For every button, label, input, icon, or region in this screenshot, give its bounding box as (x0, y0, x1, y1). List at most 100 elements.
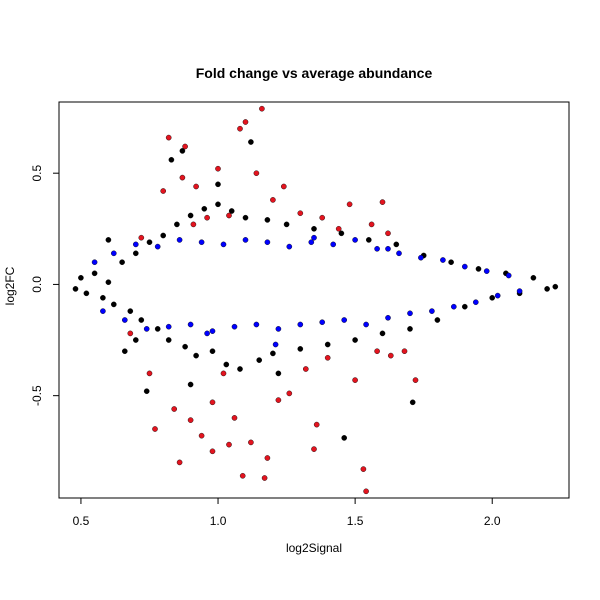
data-point (160, 232, 166, 239)
data-point (204, 214, 210, 221)
x-tick-label: 0.5 (73, 514, 90, 528)
data-point (385, 230, 391, 237)
data-point (429, 308, 435, 314)
data-point (105, 279, 112, 286)
plot-frame (58, 101, 570, 499)
data-point (412, 377, 419, 383)
data-point (338, 230, 345, 237)
data-point (231, 415, 238, 421)
data-point (483, 268, 490, 274)
data-point (283, 221, 290, 228)
x-axis: 0.5 1.0 1.5 2.0 (73, 498, 501, 528)
data-point (242, 119, 249, 125)
points-layer (72, 105, 559, 495)
data-point (407, 326, 413, 332)
data-point (165, 337, 172, 343)
data-point (297, 346, 304, 352)
data-point (91, 259, 98, 266)
data-point (297, 210, 304, 216)
data-point (360, 466, 367, 472)
data-point (198, 432, 205, 439)
data-point (324, 341, 331, 348)
data-point (242, 237, 249, 243)
y-axis-label: log2FC (3, 266, 17, 305)
data-point (127, 308, 134, 314)
data-point (379, 199, 386, 205)
data-point (111, 250, 117, 257)
data-point (187, 212, 194, 219)
data-point (253, 170, 260, 176)
data-point (209, 448, 216, 455)
x-axis-label: log2Signal (286, 541, 342, 555)
data-point (393, 241, 400, 248)
y-tick-label: -0.5 (30, 385, 44, 406)
data-point (215, 201, 221, 208)
data-point (472, 299, 479, 306)
data-point (272, 341, 279, 348)
data-point (220, 370, 227, 377)
data-point (311, 446, 317, 452)
data-point (264, 217, 271, 223)
data-point (280, 183, 287, 190)
data-point (239, 472, 246, 479)
data-point (401, 348, 408, 355)
data-point (193, 183, 199, 190)
data-point (154, 326, 161, 332)
data-point (385, 314, 391, 321)
data-point (319, 214, 326, 221)
data-point (286, 243, 293, 250)
data-point (122, 348, 128, 355)
data-point (228, 208, 235, 214)
data-point (143, 388, 150, 395)
data-point (226, 212, 232, 219)
data-point (179, 174, 186, 181)
data-point (368, 221, 375, 228)
data-point (209, 348, 216, 355)
data-point (248, 439, 254, 446)
data-point (461, 303, 468, 310)
data-point (253, 321, 260, 328)
y-tick-label: 0.5 (30, 165, 44, 182)
data-point (396, 250, 402, 257)
x-tick-label: 1.0 (210, 514, 227, 528)
data-point (324, 354, 331, 361)
data-point (204, 330, 210, 337)
x-tick-label: 2.0 (484, 514, 501, 528)
data-point (385, 245, 391, 252)
data-point (100, 294, 106, 301)
data-point (165, 134, 172, 141)
data-point (176, 459, 183, 466)
data-point (365, 237, 372, 243)
data-point (379, 330, 386, 337)
data-point (174, 221, 180, 228)
data-point (127, 330, 134, 337)
data-point (352, 237, 358, 243)
data-point (275, 370, 282, 377)
data-point (226, 441, 232, 448)
data-point (516, 288, 523, 294)
data-point (171, 406, 177, 412)
data-point (275, 326, 282, 332)
data-point (100, 308, 106, 314)
data-point (270, 350, 276, 357)
data-point (154, 243, 161, 250)
data-point (105, 237, 112, 243)
data-point (363, 488, 369, 495)
data-point (182, 143, 188, 150)
data-point (83, 290, 90, 297)
x-tick-label: 1.5 (347, 514, 364, 528)
data-point (190, 221, 197, 228)
chart-title: Fold change vs average abundance (196, 65, 433, 81)
data-point (308, 239, 315, 245)
data-point (111, 301, 117, 308)
data-point (176, 237, 183, 243)
data-point (187, 381, 194, 388)
data-point (352, 337, 358, 343)
data-point (335, 225, 342, 232)
data-point (223, 361, 230, 368)
data-point (132, 337, 139, 343)
data-point (270, 197, 276, 203)
data-point (187, 417, 194, 423)
data-point (544, 286, 550, 292)
data-point (182, 343, 188, 350)
